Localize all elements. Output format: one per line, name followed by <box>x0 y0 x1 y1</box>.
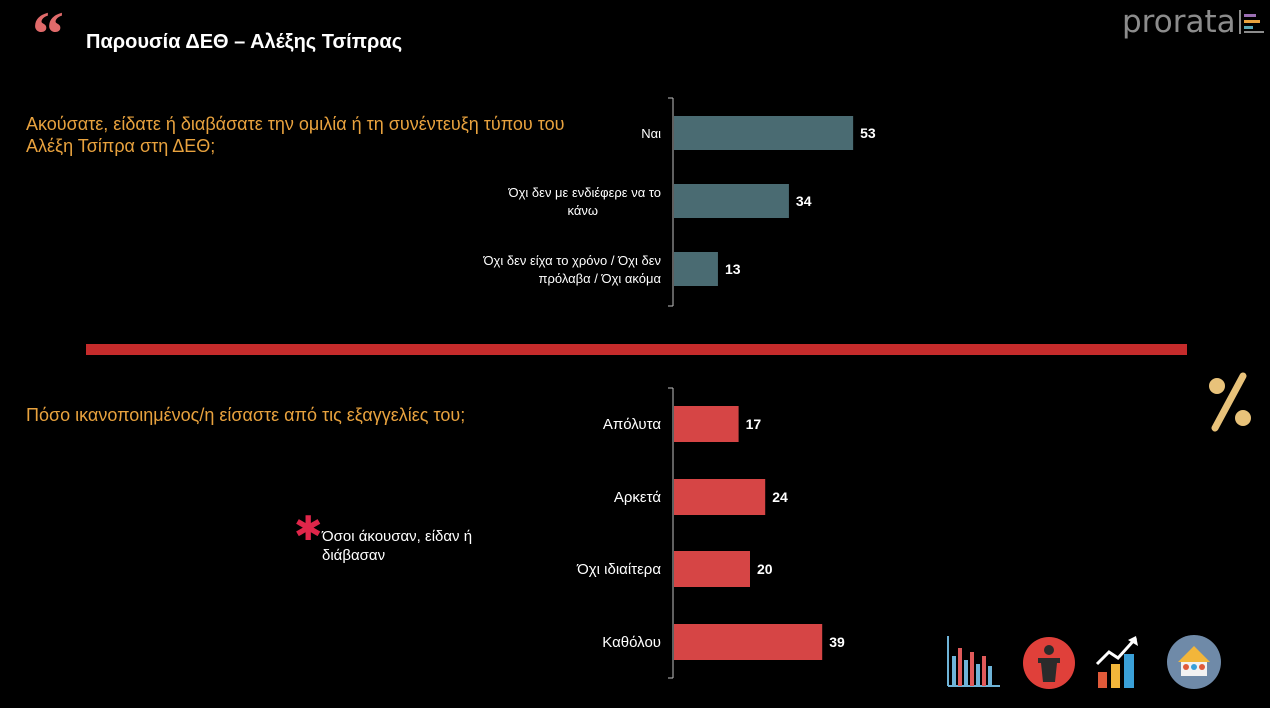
growth-chart-icon <box>1095 636 1138 688</box>
footnote: Όσοι άκουσαν, είδαν ή διάβασαν <box>322 528 473 564</box>
chart2-data-label: 20 <box>757 561 773 577</box>
chart1-data-label: 53 <box>860 125 876 141</box>
bar-chart-icon <box>947 636 1000 687</box>
chart1-bar <box>674 252 718 286</box>
brand-logo: prorata <box>1122 4 1236 40</box>
house-people-icon <box>1167 635 1221 689</box>
question-2: Πόσο ικανοποιημένος/η είσαστε από τις εξ… <box>26 405 466 425</box>
chart1-data-label: 13 <box>725 261 741 277</box>
logo-bars-icon <box>1239 10 1264 34</box>
chart2-category-label: Όχι ιδιαίτερα <box>576 561 661 578</box>
chart2-bar <box>674 551 750 587</box>
chart2-data-label: 39 <box>829 634 845 650</box>
chart1-category-label: Ναι <box>641 126 661 141</box>
chart2-bar <box>674 479 766 515</box>
chart2-category-label: Καθόλου <box>602 634 661 651</box>
section-divider <box>86 344 1187 355</box>
chart2-data-label: 24 <box>772 489 788 505</box>
chart1-bar <box>674 116 854 150</box>
percent-icon <box>1209 372 1251 432</box>
page-title: Παρουσία ΔΕΘ – Αλέξης Τσίπρας <box>86 31 403 53</box>
chart2-bar <box>674 406 739 442</box>
chart1-category-label: Όχι δεν είχα το χρόνο / Όχι δεν πρόλαβα /… <box>482 253 661 286</box>
chart2-bar <box>674 624 823 660</box>
chart1-category-label: Όχι δεν με ενδιέφερε να το κάνω <box>508 185 661 218</box>
chart1-bar <box>674 184 789 218</box>
chart1-data-label: 34 <box>796 193 812 209</box>
chart2-category-label: Απόλυτα <box>603 416 661 433</box>
question-1: Ακούσατε, είδατε ή διαβάσατε την ομιλία … <box>26 114 565 156</box>
chart2-category-label: Αρκετά <box>614 489 661 506</box>
podium-icon <box>1023 637 1075 689</box>
quote-icon: “ <box>32 0 64 69</box>
asterisk-icon: ✱ <box>294 509 323 549</box>
chart2-data-label: 17 <box>746 416 762 432</box>
